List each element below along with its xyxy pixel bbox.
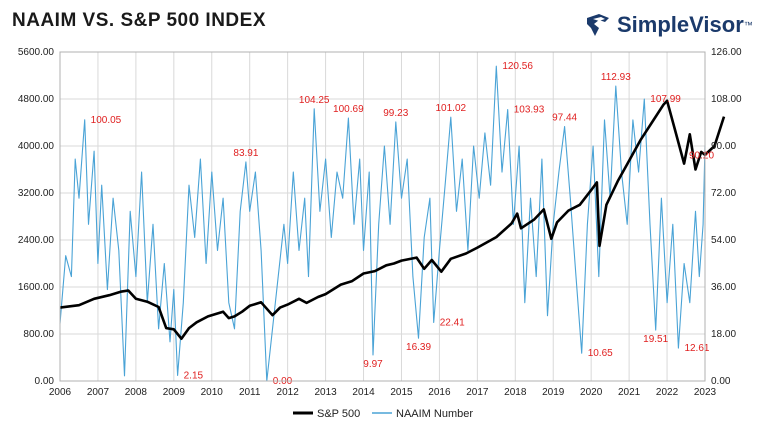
y-right-tick-label: 0.00 [711,376,731,387]
x-tick-label: 2018 [504,387,527,398]
annotations: 100.052.1583.910.00104.25100.699.9799.23… [91,61,715,387]
x-tick-label: 2023 [694,387,717,398]
x-tick-label: 2007 [87,387,110,398]
x-tick-label: 2006 [49,387,72,398]
data-label: 9.97 [363,359,383,370]
x-tick-label: 2016 [428,387,451,398]
data-label: 103.93 [514,105,545,116]
naaim-line [59,65,706,382]
y-right-tick-label: 54.00 [711,235,736,246]
x-tick-label: 2012 [277,387,300,398]
x-tick-label: 2017 [466,387,489,398]
data-label: 2.15 [184,370,204,381]
data-label: 100.69 [333,104,364,115]
data-label: 112.93 [601,72,631,83]
data-label: 10.65 [588,348,613,359]
y-right-tick-label: 18.00 [711,329,736,340]
data-label: 83.91 [233,148,258,159]
eagle-icon [587,14,609,36]
y-right-tick-label: 36.00 [711,282,736,293]
legend-label-sp500: S&P 500 [317,408,360,420]
data-label: 101.02 [435,103,466,114]
y-left-tick-label: 3200.00 [18,188,55,199]
y-left-tick-label: 4800.00 [18,94,55,105]
brand-trademark: ™ [743,20,753,30]
data-label: 90.20 [689,150,714,161]
sp500-series [59,99,726,340]
data-label: 99.23 [383,108,408,119]
y-left-tick-label: 0.00 [35,376,55,387]
data-label: 107.99 [650,94,681,105]
data-label: 120.56 [502,61,533,72]
x-tick-label: 2008 [125,387,148,398]
x-tick-label: 2015 [390,387,413,398]
data-label: 97.44 [552,113,577,124]
data-label: 19.51 [643,334,668,345]
brand-logo: SimpleVisor ™ [585,10,753,40]
y-right-tick-label: 126.00 [711,47,742,58]
plot-border [59,51,706,382]
y-left-tick-label: 4000.00 [18,141,55,152]
data-label: 100.05 [91,115,122,126]
axes: 0.00 800.00 1600.00 2400.00 3200.00 4000.00 48… [18,47,742,398]
data-label: 104.25 [299,95,330,106]
x-tick-label: 2009 [163,387,186,398]
x-tick-label: 2019 [542,387,565,398]
data-label: 12.61 [684,343,709,354]
x-tick-label: 2020 [580,387,603,398]
grid-lines [59,51,706,382]
data-label: 16.39 [406,342,431,353]
y-left-tick-label: 1600.00 [18,282,55,293]
y-right-tick-label: 72.00 [711,188,736,199]
y-left-tick-label: 5600.00 [18,47,55,58]
y-left-tick-label: 800.00 [23,329,54,340]
chart-title: NAAIM VS. S&P 500 INDEX [12,10,267,31]
y-right-tick-label: 90.00 [711,141,736,152]
data-label: 22.41 [440,317,465,328]
legend: S&P 500 NAAIM Number [293,408,473,420]
legend-label-naaim: NAAIM Number [396,408,473,420]
x-tick-label: 2010 [201,387,224,398]
y-left-tick-label: 2400.00 [18,235,55,246]
naaim-series [59,65,706,382]
x-tick-label: 2014 [352,387,375,398]
y-right-tick-label: 108.00 [711,94,742,105]
x-tick-label: 2022 [656,387,679,398]
x-tick-label: 2011 [239,387,261,398]
brand-name: SimpleVisor [617,12,744,37]
x-tick-label: 2013 [314,387,337,398]
x-tick-label: 2021 [618,387,641,398]
sp500-line [59,99,726,340]
